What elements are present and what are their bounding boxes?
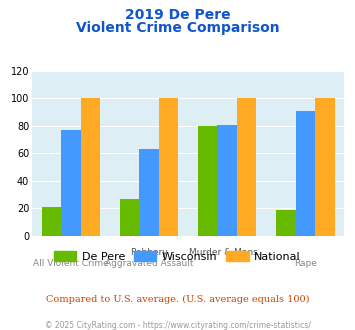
- Text: 2019 De Pere: 2019 De Pere: [125, 8, 230, 22]
- Bar: [81, 98, 100, 236]
- Bar: [276, 210, 295, 236]
- Bar: [315, 98, 334, 236]
- Bar: [42, 207, 61, 236]
- Bar: [198, 126, 217, 236]
- Bar: [296, 111, 315, 236]
- Legend: De Pere, Wisconsin, National: De Pere, Wisconsin, National: [50, 247, 305, 267]
- Text: Murder & Mans...: Murder & Mans...: [189, 248, 266, 257]
- Text: Rape: Rape: [294, 259, 317, 268]
- Text: © 2025 CityRating.com - https://www.cityrating.com/crime-statistics/: © 2025 CityRating.com - https://www.city…: [45, 321, 310, 330]
- Bar: [237, 98, 256, 236]
- Bar: [120, 199, 139, 236]
- Bar: [159, 98, 179, 236]
- Text: All Violent Crime: All Violent Crime: [33, 259, 109, 268]
- Text: Compared to U.S. average. (U.S. average equals 100): Compared to U.S. average. (U.S. average …: [46, 295, 309, 305]
- Bar: [217, 125, 237, 236]
- Text: Robbery: Robbery: [130, 248, 168, 257]
- Text: Aggravated Assault: Aggravated Assault: [105, 259, 193, 268]
- Bar: [139, 149, 159, 236]
- Bar: [61, 130, 81, 236]
- Text: Violent Crime Comparison: Violent Crime Comparison: [76, 21, 279, 35]
